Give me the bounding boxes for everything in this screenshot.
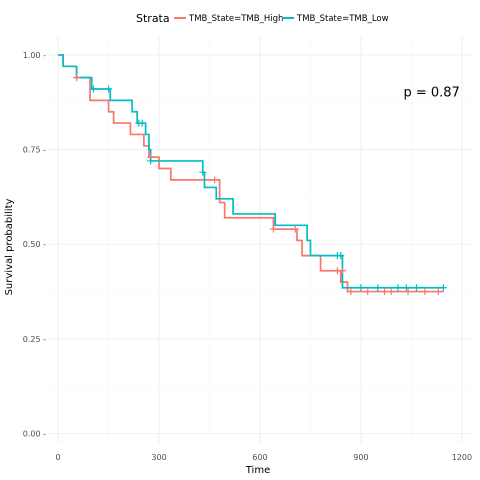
legend: Strata TMB_State=TMB_High TMB_State=TMB_… (136, 12, 389, 25)
censor-mark-low (439, 284, 447, 292)
x-tick-label: 600 (252, 453, 267, 462)
x-tick-label: 1200 (452, 453, 472, 462)
censor-mark-low (89, 85, 97, 93)
censor-mark-high (434, 288, 442, 296)
y-tick-label: 0.00 - (23, 430, 46, 439)
y-tick-label: 0.25 - (23, 335, 46, 344)
censor-mark-low (394, 284, 402, 292)
censor-mark-high (291, 225, 299, 233)
censor-mark-high (347, 288, 355, 296)
censor-mark-high (338, 267, 346, 275)
legend-label-low: TMB_State=TMB_Low (296, 14, 389, 24)
legend-label-high: TMB_State=TMB_High (188, 14, 283, 24)
tick-labels: 0 300 600 900 1200 0.00 - 0.25 - 0.50 - 0.75 - 1.… (23, 51, 472, 462)
censor-mark-high (73, 74, 81, 82)
censor-mark-low (412, 284, 420, 292)
censor-mark-low (138, 119, 146, 127)
censor-mark-high (269, 225, 277, 233)
censor-marks (73, 74, 447, 296)
censor-mark-low (337, 252, 345, 260)
censor-mark-low (402, 284, 410, 292)
censor-mark-low (374, 284, 382, 292)
y-tick-label: 1.00 - (23, 51, 46, 60)
x-axis-label: Time (245, 465, 270, 476)
legend-title: Strata (136, 12, 170, 25)
censor-mark-high (387, 288, 395, 296)
p-value-annotation: p = 0.87 (403, 86, 459, 101)
x-tick-label: 900 (353, 453, 368, 462)
censor-mark-high (421, 288, 429, 296)
x-tick-label: 300 (151, 453, 166, 462)
censor-mark-low (199, 168, 207, 176)
y-tick-label: 0.50 - (23, 240, 46, 249)
y-tick-label: 0.75 - (23, 146, 46, 155)
y-axis-label: Survival probability (4, 198, 15, 295)
censor-mark-low (357, 284, 365, 292)
censor-mark-low (147, 157, 155, 165)
censor-mark-high (381, 288, 389, 296)
censor-mark-low (105, 85, 113, 93)
x-tick-label: 0 (56, 453, 61, 462)
censor-mark-high (211, 176, 219, 184)
censor-mark-high (404, 288, 412, 296)
censor-mark-high (364, 288, 372, 296)
